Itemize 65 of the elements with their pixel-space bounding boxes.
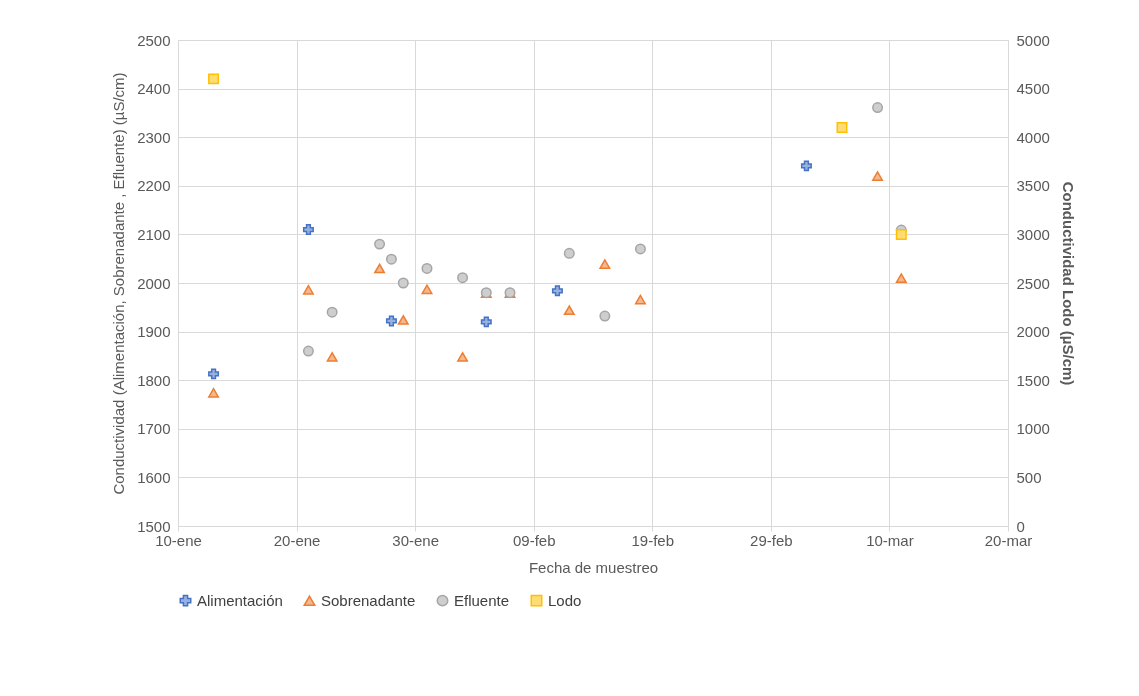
y-tick-label: 2000 [137, 274, 171, 292]
y2-tick-label: 3000 [1016, 225, 1050, 243]
y-tick-label: 1600 [137, 468, 171, 486]
y2-tick-label: 5000 [1016, 31, 1050, 49]
y2-tick-label: 4500 [1016, 80, 1050, 98]
y-tick-label: 1800 [137, 371, 171, 389]
point [397, 277, 409, 289]
point [421, 262, 433, 274]
y2-tick-label: 1000 [1016, 420, 1050, 438]
point [634, 294, 646, 305]
y2-tick-label: 2000 [1016, 323, 1050, 341]
point [599, 259, 611, 269]
x-tick-label: 10-mar [866, 531, 914, 549]
point [374, 263, 386, 274]
legend-label: Lodo [548, 591, 582, 609]
legend-label: Alimentación [197, 591, 283, 609]
point [208, 73, 220, 85]
x-axis-title: Fecha de muestreo [528, 558, 659, 576]
y-tick-label: 2100 [137, 225, 171, 243]
point [302, 224, 314, 236]
y2-tick-label: 4000 [1016, 128, 1050, 146]
x-tick-label: 20-ene [273, 531, 321, 549]
legend-label: Efluente [454, 591, 510, 609]
point [551, 285, 563, 297]
y-tick-label: 2400 [137, 80, 171, 98]
point [872, 171, 884, 181]
point [895, 228, 907, 240]
point [563, 247, 575, 259]
point [374, 238, 386, 250]
point [836, 121, 848, 133]
point [800, 160, 812, 172]
point [302, 284, 314, 295]
point [599, 310, 611, 322]
point [457, 352, 469, 362]
point [326, 306, 338, 318]
y2-tick-label: 2500 [1016, 274, 1050, 292]
y2-tick-label: 1500 [1016, 371, 1050, 389]
point [302, 345, 314, 357]
y-tick-label: 2500 [137, 31, 171, 49]
x-tick-label: 30-ene [392, 531, 439, 549]
y-tick-label: 1900 [137, 323, 171, 341]
y-tick-label: 2200 [137, 177, 171, 195]
point [385, 253, 397, 265]
point [634, 243, 646, 255]
x-tick-label: 09-feb [512, 531, 556, 549]
point [872, 102, 884, 114]
x-tick-label: 19-feb [631, 531, 675, 549]
y2-axis-title: Conductividad Lodo (µS/cm) [1059, 181, 1077, 386]
y-tick-label: 1700 [137, 420, 171, 438]
point [208, 368, 220, 380]
legend-label: Sobrenadante [321, 591, 416, 609]
point [421, 284, 433, 295]
point [385, 315, 397, 327]
point [208, 387, 220, 398]
y2-tick-label: 3500 [1016, 177, 1050, 195]
point [563, 305, 575, 316]
point [457, 272, 469, 284]
y-tick-label: 2300 [137, 128, 171, 146]
point [480, 316, 492, 328]
y-axis-title: Conductividad (Alimentación, Sobrenadante , Efluente) (µS/cm) [110, 72, 128, 495]
point [397, 315, 409, 325]
point [326, 352, 338, 362]
y2-tick-label: 500 [1016, 468, 1042, 486]
point [895, 273, 907, 283]
x-tick-label: 29-feb [750, 531, 793, 549]
